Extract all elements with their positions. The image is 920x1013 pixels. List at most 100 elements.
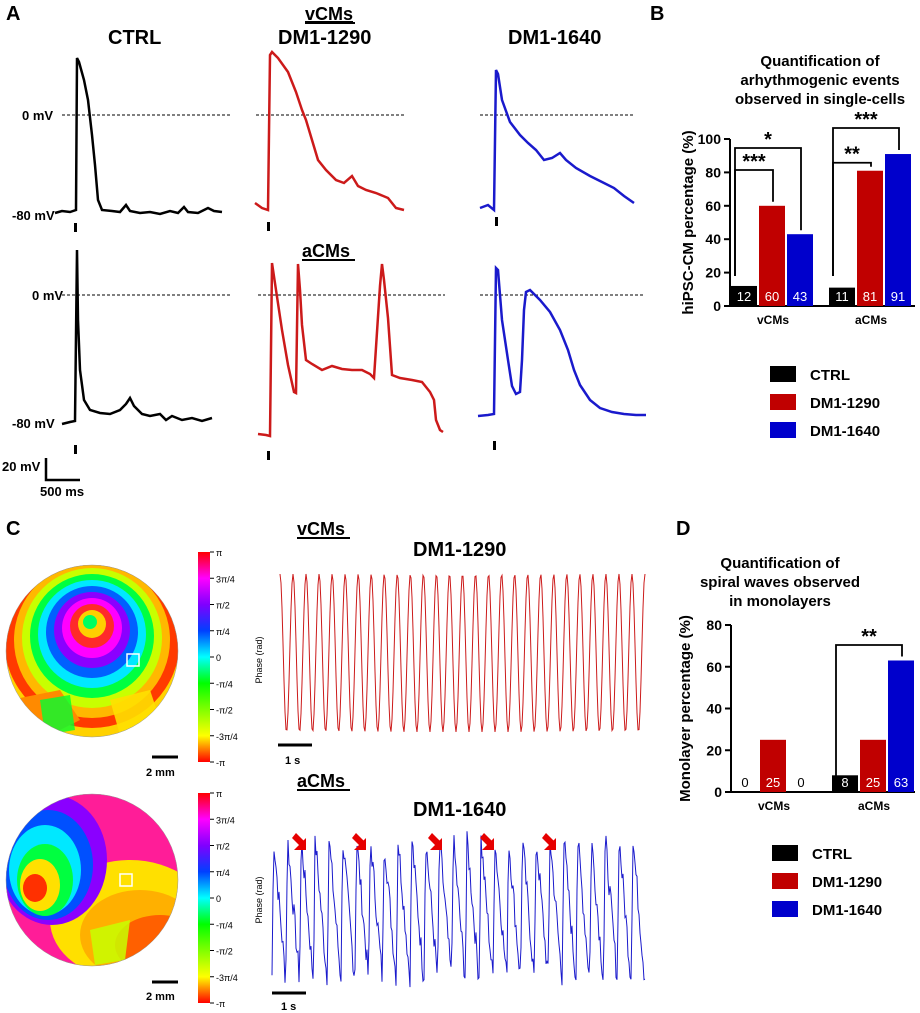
colorbar-tick-label: -π (216, 999, 225, 1009)
arrhythmia-arrow (292, 833, 306, 850)
colorbar-tick-label: π/2 (216, 601, 230, 611)
phase-axis-label-bottom: Phase (rad) (254, 876, 264, 923)
row2-rest-label: -80 mV (12, 416, 55, 431)
trace-ap-dm1-1640-vcms (479, 69, 635, 213)
map-scale-bottom: 2 mm (146, 991, 175, 1003)
chart-B-y-tick-label: 40 (705, 231, 721, 247)
colorbar-tick-label: π/2 (216, 842, 230, 852)
chart-D-x-tick-label: vCMs (758, 799, 790, 813)
c-group-vcms: vCMs (297, 519, 345, 539)
chart-D-legend-label: CTRL (812, 846, 852, 863)
phase-colorbar-top (198, 552, 210, 762)
arrhythmia-arrow (428, 833, 442, 850)
scale-bar-time-label: 500 ms (40, 484, 84, 499)
chart-B-y-tick-label: 100 (698, 131, 722, 147)
phase-axis-label-top: Phase (rad) (254, 636, 264, 683)
col-title-dm1-1640: DM1-1640 (508, 27, 601, 49)
chart-D-legend-swatch (772, 845, 798, 861)
chart-B-x-tick-label: aCMs (855, 313, 887, 327)
colorbar-tick-label: π (216, 789, 222, 799)
chart-D-title-line: in monolayers (729, 593, 831, 610)
chart-D-bar-DM1-1290 (860, 739, 886, 792)
chart-D-sig-bracket (835, 644, 903, 780)
group-title-acms: aCMs (302, 241, 350, 261)
chart-B-legend-swatch (770, 422, 796, 438)
panel-label-c: C (6, 518, 20, 540)
chart-d: Quantification of spiral waves observed in… (677, 555, 915, 919)
chart-D-y-tick-label: 0 (714, 784, 722, 800)
time-scale-bottom: 1 s (281, 1001, 296, 1013)
chart-D-legend-swatch (772, 873, 798, 889)
chart-D-y-tick-label: 20 (706, 742, 722, 758)
chart-B-bar-DM1-1640 (787, 234, 813, 306)
chart-D-bar-DM1-1640 (888, 660, 914, 792)
chart-D-bar-label: 0 (797, 775, 804, 790)
chart-B-legend-swatch (770, 394, 796, 410)
row1-rest-label: -80 mV (12, 208, 55, 223)
chart-B-y-tick-label: 0 (713, 298, 721, 314)
chart-B-bar-CTRL (829, 287, 855, 306)
panel-label-a: A (6, 3, 20, 25)
time-scale-top: 1 s (285, 755, 300, 767)
chart-B-bar-label: 60 (765, 289, 779, 304)
c-group-acms: aCMs (297, 771, 345, 791)
arrhythmia-arrow (542, 833, 556, 850)
colorbar-tick-label: 0 (216, 653, 221, 663)
chart-B-title-line: Quantification of (760, 53, 880, 70)
chart-B-sig-stars: *** (742, 151, 766, 173)
chart-D-sig-stars: ** (861, 626, 877, 648)
chart-B-title-line: arhythmogenic events (740, 72, 899, 89)
chart-B-y-label: hiPSC-CM percentage (%) (680, 130, 697, 314)
colorbar-tick-label: -3π/4 (216, 732, 238, 742)
chart-D-y-label: Monolayer percentage (%) (677, 615, 694, 802)
col-title-ctrl: CTRL (108, 27, 161, 49)
chart-B-sig-bracket (832, 127, 900, 276)
chart-D-title-line: spiral waves observed (700, 574, 860, 591)
chart-B-sig-bracket (734, 147, 802, 276)
chart-B-legend-label: DM1-1290 (810, 395, 880, 412)
chart-B-legend-label: CTRL (810, 367, 850, 384)
chart-B-sig-stars: ** (844, 144, 860, 166)
chart-B-legend-label: DM1-1640 (810, 423, 880, 440)
chart-B-bar-label: 43 (793, 289, 807, 304)
c-title-dm1-1640: DM1-1640 (413, 799, 506, 821)
chart-D-bar-label: 25 (766, 775, 780, 790)
colorbar-tick-label: -π (216, 758, 225, 768)
chart-D-y-tick-label: 40 (706, 701, 722, 717)
chart-B-y-tick-label: 60 (705, 198, 721, 214)
colorbar-tick-label: π/4 (216, 868, 230, 878)
chart-B-x-tick-label: vCMs (757, 313, 789, 327)
col-title-dm1-1290: DM1-1290 (278, 27, 371, 49)
trace-ap-dm1-1290-vcms (254, 50, 405, 212)
chart-B-bar-DM1-1640 (885, 154, 911, 306)
chart-B-legend-swatch (770, 366, 796, 382)
row2-zero-label: 0 mV (32, 288, 63, 303)
chart-D-bar-CTRL (832, 775, 858, 792)
chart-B-sig-stars: *** (854, 109, 878, 131)
chart-D-bar-label: 0 (741, 775, 748, 790)
chart-D-x-tick-label: aCMs (858, 799, 890, 813)
panel-label-d: D (676, 518, 690, 540)
optical-trace-dm1-1290 (279, 573, 646, 733)
c-title-dm1-1290: DM1-1290 (413, 539, 506, 561)
colorbar-tick-label: -3π/4 (216, 973, 238, 983)
panel-label-b: B (650, 3, 664, 25)
colorbar-tick-label: -π/2 (216, 706, 233, 716)
chart-B-bar-label: 91 (891, 289, 905, 304)
chart-B-bar-CTRL (731, 285, 757, 306)
phase-map-vcms (6, 565, 178, 737)
chart-B-bar-label: 81 (863, 289, 877, 304)
chart-D-bar-label: 25 (866, 775, 880, 790)
row1-zero-label: 0 mV (22, 108, 53, 123)
arrhythmia-arrow (352, 833, 366, 850)
trace-ap-dm1-1640-acms (477, 265, 646, 418)
chart-D-title-line: Quantification of (720, 555, 840, 572)
scale-bar-voltage-label: 20 mV (2, 459, 41, 474)
colorbar-tick-label: π (216, 548, 222, 558)
chart-B-sig-stars: * (764, 129, 772, 151)
chart-D-y-tick-label: 60 (706, 659, 722, 675)
colorbar-tick-label: -π/2 (216, 947, 233, 957)
colorbar-tick-label: π/4 (216, 627, 230, 637)
phase-colorbar-bottom (198, 793, 210, 1003)
